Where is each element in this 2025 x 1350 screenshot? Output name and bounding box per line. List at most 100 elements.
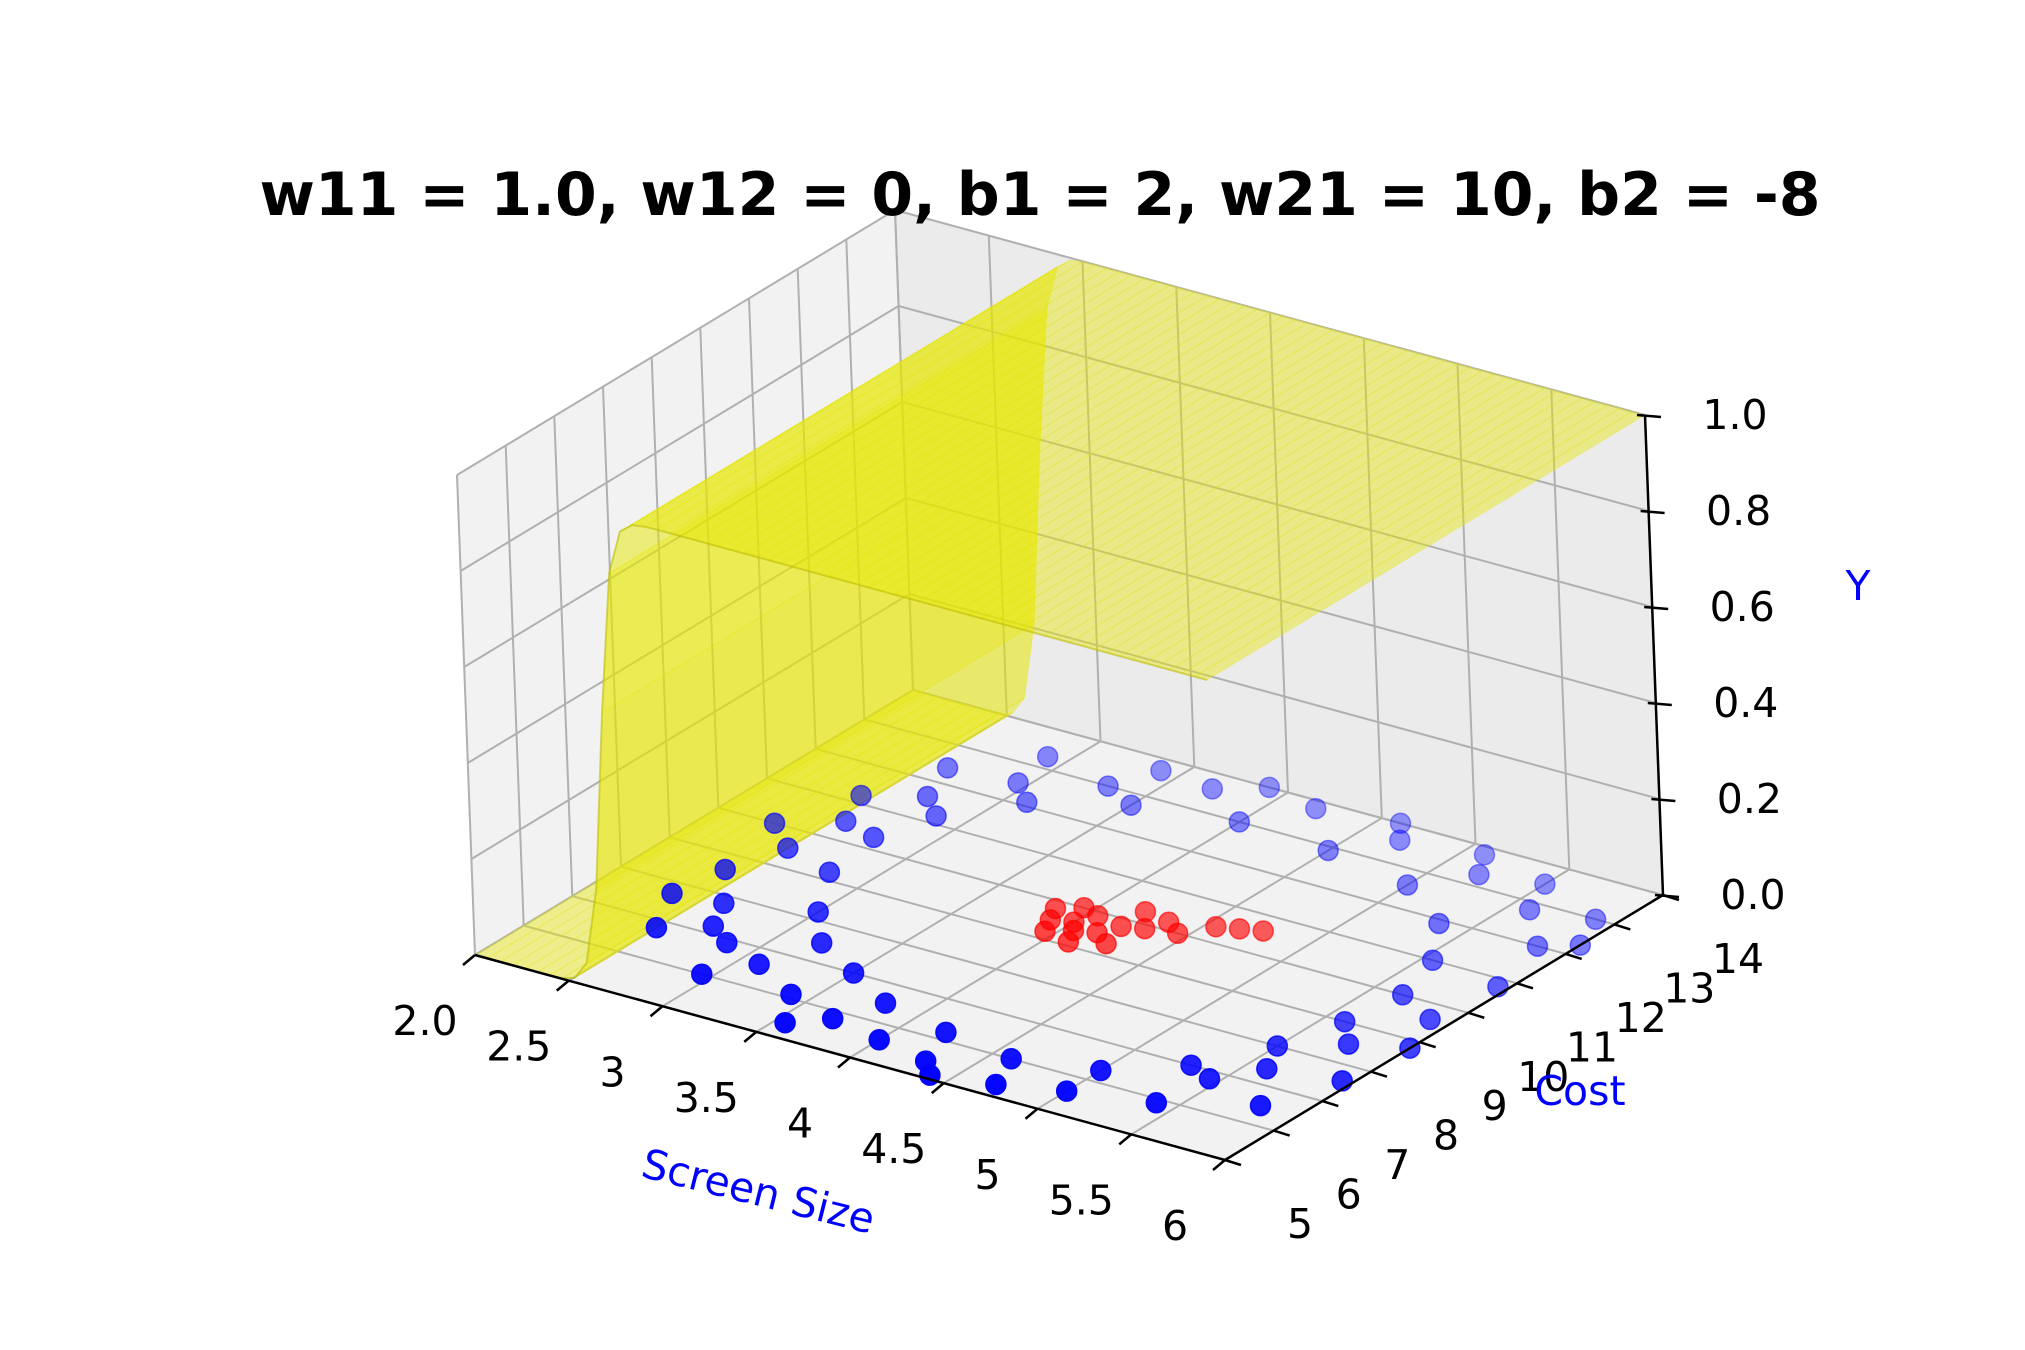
y-tick-label: 8 — [1433, 1112, 1459, 1160]
x-tick-mark — [462, 954, 476, 966]
red-point — [1166, 922, 1189, 945]
blue-point — [1266, 1035, 1289, 1057]
x-tick-label: 6 — [1162, 1202, 1188, 1250]
blue-point — [1421, 949, 1444, 972]
x-tick-label: 3.5 — [674, 1074, 739, 1122]
blue-point — [1468, 863, 1490, 886]
y-tick-label: 9 — [1482, 1082, 1508, 1130]
blue-point — [868, 1029, 890, 1051]
blue-point — [1090, 1059, 1112, 1082]
y-tick-mark — [1565, 952, 1583, 961]
y-axis-label: Cost — [1534, 1067, 1625, 1115]
y-tick-label: 12 — [1615, 994, 1667, 1042]
x-tick-mark — [837, 1056, 851, 1069]
y-tick-mark — [1321, 1099, 1339, 1108]
y-tick-label: 10 — [1517, 1053, 1569, 1101]
blue-point — [818, 861, 841, 884]
blue-point — [835, 810, 857, 832]
surface-front-edge — [474, 524, 1208, 980]
y-tick-label: 13 — [1663, 964, 1715, 1012]
y-tick-label: 7 — [1384, 1141, 1410, 1189]
blue-point — [691, 963, 713, 985]
grid-line-z — [460, 304, 1649, 572]
blue-point — [1145, 1092, 1168, 1114]
z-tick-label: 1.0 — [1702, 391, 1767, 439]
x-tick-label: 2.0 — [392, 997, 457, 1045]
blue-point — [1389, 829, 1411, 851]
red-point — [1228, 918, 1251, 940]
blue-point — [807, 901, 829, 923]
x-tick-label: 3 — [599, 1048, 625, 1096]
blue-point — [714, 858, 736, 881]
blue-point — [1534, 873, 1556, 895]
z-tick-mark — [1647, 701, 1672, 707]
blue-point — [821, 1007, 844, 1030]
blue-point — [842, 962, 865, 984]
blue-point — [777, 837, 799, 859]
blue-point — [1097, 775, 1119, 797]
blue-point — [1016, 791, 1038, 814]
x-tick-mark — [1118, 1133, 1133, 1146]
x-tick-label: 5 — [974, 1151, 1000, 1199]
x-tick-mark — [1024, 1107, 1039, 1120]
red-point — [1133, 917, 1156, 940]
y-tick-mark — [1370, 1070, 1388, 1078]
y-tick-mark — [1419, 1041, 1437, 1049]
y-tick-mark — [1516, 982, 1534, 990]
chart-title: w11 = 1.0, w12 = 0, b1 = 2, w21 = 10, b2… — [259, 160, 1820, 230]
blue-point — [850, 784, 872, 807]
y-axis-line — [1224, 893, 1664, 1162]
blue-point — [780, 983, 802, 1006]
red-point — [1252, 920, 1274, 942]
x-axis-label: Screen Size — [637, 1139, 880, 1243]
blue-point — [1055, 1080, 1078, 1102]
x-tick-label: 5.5 — [1049, 1176, 1114, 1224]
y-tick-mark — [1467, 1011, 1485, 1019]
z-axis-label: Y — [1844, 562, 1871, 610]
blue-point — [748, 953, 770, 976]
blue-point — [716, 931, 738, 954]
blue-point — [763, 812, 786, 834]
blue-point — [1428, 912, 1450, 935]
x-tick-label: 4.5 — [861, 1125, 926, 1173]
blue-point — [1036, 745, 1059, 768]
blue-point — [1120, 794, 1142, 816]
y-tick-label: 14 — [1712, 935, 1764, 983]
blue-point — [645, 916, 668, 939]
blue-point — [1391, 984, 1414, 1006]
blue-point — [1333, 1010, 1356, 1033]
z-tick-mark — [1640, 509, 1665, 515]
blue-point — [925, 805, 947, 827]
grid-line-z — [456, 208, 1646, 476]
axis-lines — [462, 413, 1680, 1171]
x-tick-label: 2.5 — [486, 1023, 551, 1071]
tick-labels: 2.02.533.544.555.56 5678910111213140.00.2… — [392, 391, 1785, 1250]
y-tick-label: 5 — [1287, 1200, 1313, 1248]
blue-point — [1258, 776, 1281, 799]
red-point — [1057, 931, 1080, 953]
blue-point — [713, 892, 735, 915]
blue-point — [1201, 778, 1224, 800]
x-tick-mark — [649, 1005, 664, 1018]
blue-point — [1584, 908, 1607, 931]
z-tick-label: 0.4 — [1713, 679, 1778, 727]
blue-point — [1518, 899, 1541, 921]
red-point — [1034, 920, 1056, 943]
x-tick-mark — [1212, 1159, 1226, 1171]
y-tick-label: 11 — [1566, 1023, 1618, 1071]
x-tick-label: 4 — [787, 1100, 813, 1148]
z-tick-mark — [1651, 797, 1676, 803]
blue-point — [1473, 844, 1496, 866]
blue-point — [1000, 1048, 1022, 1070]
blue-point — [1317, 839, 1339, 862]
y-tick-mark — [1273, 1129, 1291, 1137]
scatter-points — [645, 745, 1607, 1117]
blue-point — [810, 932, 833, 954]
blue-point — [1419, 1008, 1441, 1031]
blue-point — [1389, 812, 1412, 835]
red-point — [1095, 932, 1117, 955]
blue-point — [936, 757, 959, 779]
y-tick-label: 6 — [1336, 1171, 1362, 1219]
y-tick-mark — [1224, 1158, 1242, 1167]
